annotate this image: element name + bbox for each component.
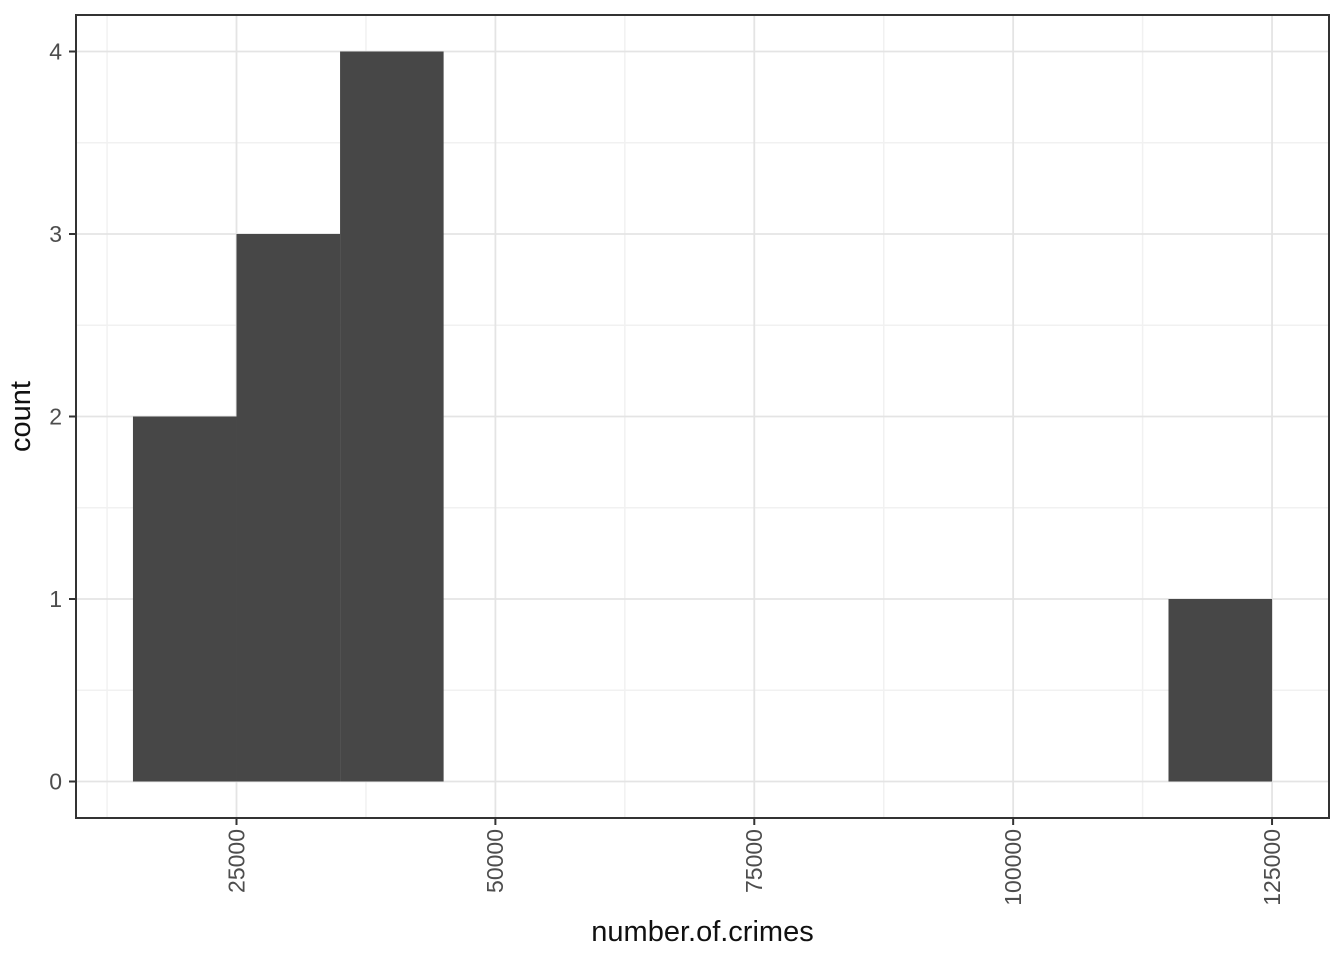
axis-tick-marks — [69, 50, 1274, 825]
x-tick-label: 75000 — [741, 829, 767, 893]
x-tick-label: 125000 — [1259, 829, 1285, 906]
histogram-bar — [1168, 599, 1273, 782]
x-tick-label: 100000 — [1000, 829, 1026, 906]
x-axis-tick-labels: 25000 50000 75000 100000 125000 — [223, 829, 1285, 906]
y-tick-label: 3 — [49, 221, 62, 247]
x-tick-label: 50000 — [482, 829, 508, 893]
histogram-bar — [236, 234, 341, 782]
y-tick-label: 1 — [49, 586, 62, 612]
y-tick-label: 4 — [49, 38, 62, 64]
y-tick-label: 0 — [49, 768, 62, 794]
y-axis-tick-labels: 0 1 2 3 4 — [49, 38, 62, 794]
y-tick-label: 2 — [49, 403, 62, 429]
y-axis-title: count — [5, 381, 37, 452]
x-axis-title: number.of.crimes — [591, 916, 813, 948]
histogram-bars — [132, 51, 1273, 782]
histogram-bar — [132, 416, 237, 782]
histogram-bar — [340, 51, 444, 782]
x-tick-label: 25000 — [223, 829, 249, 893]
